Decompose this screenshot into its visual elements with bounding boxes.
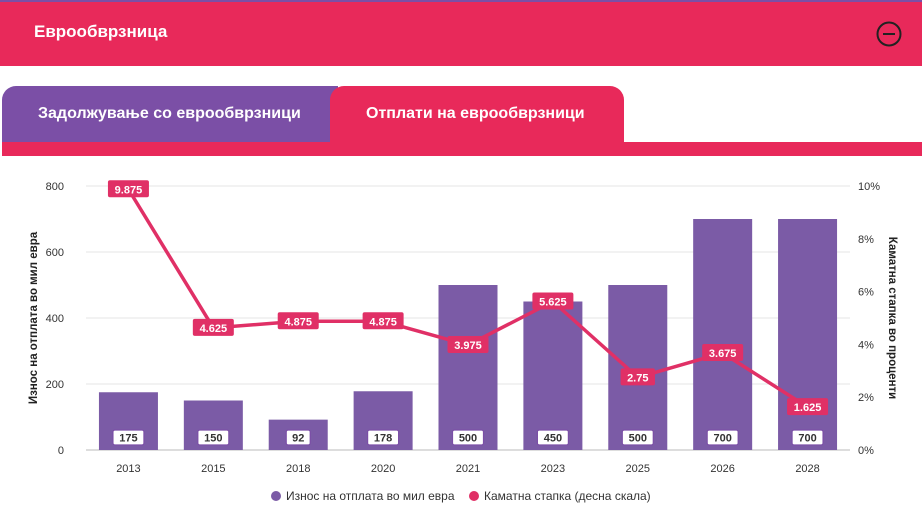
collapse-icon[interactable] bbox=[876, 21, 902, 47]
x-tick-label: 2021 bbox=[456, 463, 480, 475]
legend-label-line: Каматна стапка (десна скала) bbox=[484, 489, 651, 503]
rate-label-box bbox=[702, 343, 744, 361]
rate-label-box bbox=[447, 336, 489, 354]
bar bbox=[608, 285, 668, 450]
section-header: Еврообврзница bbox=[0, 0, 922, 66]
bar-label-text: 178 bbox=[374, 433, 392, 445]
y-axis-title: Износ на отплата во мил евра bbox=[28, 231, 40, 404]
legend: Износ на отплата во мил евра Каматна стап… bbox=[271, 489, 651, 503]
bar-label-box bbox=[451, 429, 485, 446]
rate-data-label: 5.625 bbox=[532, 292, 574, 310]
x-tick-label: 2018 bbox=[286, 463, 310, 475]
bar-data-label: 500 bbox=[451, 429, 485, 446]
rate-label-text: 3.675 bbox=[709, 348, 737, 360]
bar bbox=[438, 285, 498, 450]
y-tick-label: 400 bbox=[46, 313, 64, 325]
bar-data-label: 450 bbox=[536, 429, 569, 446]
bar-label-text: 500 bbox=[459, 433, 477, 445]
data-labels: 175 150 92 178 500 450 500 700 700 9.875 4.625 4.87… bbox=[107, 180, 829, 446]
bar-label-text: 92 bbox=[292, 433, 304, 445]
rate-data-label: 3.975 bbox=[447, 336, 489, 354]
x-tick-label: 2023 bbox=[541, 463, 565, 475]
rate-label-box bbox=[277, 312, 319, 330]
rate-data-label: 4.875 bbox=[362, 312, 404, 330]
y-tick-label: 600 bbox=[46, 247, 64, 259]
tab-bar: Задолжување со еврообврзници Отплати на … bbox=[2, 86, 922, 156]
rate-label-box bbox=[107, 180, 149, 198]
rate-label-box bbox=[362, 312, 404, 330]
bar-label-box bbox=[285, 429, 311, 446]
bar-label-box bbox=[197, 429, 230, 446]
x-tick-label: 2028 bbox=[795, 463, 819, 475]
y2-tick-label: 8% bbox=[858, 234, 874, 246]
bar bbox=[778, 219, 838, 450]
rate-label-box bbox=[787, 398, 829, 416]
y2-tick-label: 4% bbox=[858, 339, 874, 351]
y2-axis-title: Каматна стапка во проценти bbox=[886, 237, 898, 399]
bar-label-text: 150 bbox=[204, 433, 222, 445]
x-tick-label: 2025 bbox=[626, 463, 650, 475]
bar-label-box bbox=[367, 429, 400, 446]
rate-data-label: 4.875 bbox=[277, 312, 319, 330]
tab-borrowing[interactable]: Задолжување со еврообврзници bbox=[2, 86, 338, 142]
bar-label-box bbox=[621, 429, 654, 446]
legend-label-bars: Износ на отплата во мил евра bbox=[286, 489, 455, 503]
x-tick-label: 2015 bbox=[201, 463, 225, 475]
bar-label-box bbox=[536, 429, 569, 446]
bar-label-text: 450 bbox=[544, 433, 562, 445]
bar-data-label: 700 bbox=[706, 429, 739, 446]
rate-label-text: 5.625 bbox=[539, 297, 567, 309]
rate-label-text: 4.875 bbox=[284, 316, 312, 328]
rate-label-box bbox=[192, 318, 234, 336]
bar bbox=[693, 219, 753, 450]
y2-tick-label: 10% bbox=[858, 181, 880, 193]
bar-data-label: 700 bbox=[791, 429, 824, 446]
rate-label-text: 1.625 bbox=[794, 402, 822, 414]
rate-label-box bbox=[532, 292, 574, 310]
bar-label-box bbox=[112, 429, 145, 446]
rate-data-label: 3.675 bbox=[702, 343, 744, 361]
y2-tick-label: 0% bbox=[858, 445, 874, 457]
rate-label-text: 2.75 bbox=[627, 372, 648, 384]
y2-tick-label: 6% bbox=[858, 287, 874, 299]
bar-data-label: 150 bbox=[197, 429, 230, 446]
bar-data-label: 175 bbox=[112, 429, 145, 446]
y2-tick-label: 2% bbox=[858, 392, 874, 404]
bar-data-label: 92 bbox=[285, 429, 311, 446]
rate-label-text: 9.875 bbox=[115, 184, 143, 196]
rate-data-label: 2.75 bbox=[620, 368, 655, 386]
x-tick-label: 2026 bbox=[710, 463, 734, 475]
axes: 0 200 400 600 800 0% 2% 4% 6% 8% 10% Износ на отпла… bbox=[28, 181, 898, 475]
rate-label-box bbox=[620, 368, 655, 386]
y-tick-label: 800 bbox=[46, 181, 64, 193]
section-title: Еврообврзница bbox=[34, 22, 168, 41]
y-tick-label: 0 bbox=[58, 445, 64, 457]
tab-underline bbox=[2, 142, 922, 156]
rate-data-label: 1.625 bbox=[787, 398, 829, 416]
bar-label-text: 500 bbox=[629, 433, 647, 445]
x-tick-label: 2020 bbox=[371, 463, 395, 475]
x-tick-label: 2013 bbox=[116, 463, 140, 475]
bar-label-text: 700 bbox=[798, 433, 816, 445]
bar-label-box bbox=[791, 429, 824, 446]
tab-repayments[interactable]: Отплати на еврообврзници bbox=[330, 86, 624, 142]
rate-label-text: 4.875 bbox=[369, 316, 397, 328]
rate-data-label: 9.875 bbox=[107, 180, 149, 198]
rate-label-text: 4.625 bbox=[200, 323, 228, 335]
bar-data-label: 178 bbox=[367, 429, 400, 446]
y-tick-label: 200 bbox=[46, 379, 64, 391]
rate-label-text: 3.975 bbox=[454, 340, 482, 352]
legend-marker-line bbox=[469, 491, 479, 501]
repayment-chart: 175 150 92 178 500 450 500 700 700 9.875 4.625 4.87… bbox=[28, 180, 898, 503]
rate-data-label: 4.625 bbox=[192, 318, 234, 336]
bar bbox=[523, 301, 583, 450]
bar-label-text: 175 bbox=[119, 433, 137, 445]
bar-data-label: 500 bbox=[621, 429, 654, 446]
legend-marker-bars bbox=[271, 491, 281, 501]
bar-series bbox=[98, 219, 838, 450]
bar-label-box bbox=[706, 429, 739, 446]
bar-label-text: 700 bbox=[713, 433, 731, 445]
